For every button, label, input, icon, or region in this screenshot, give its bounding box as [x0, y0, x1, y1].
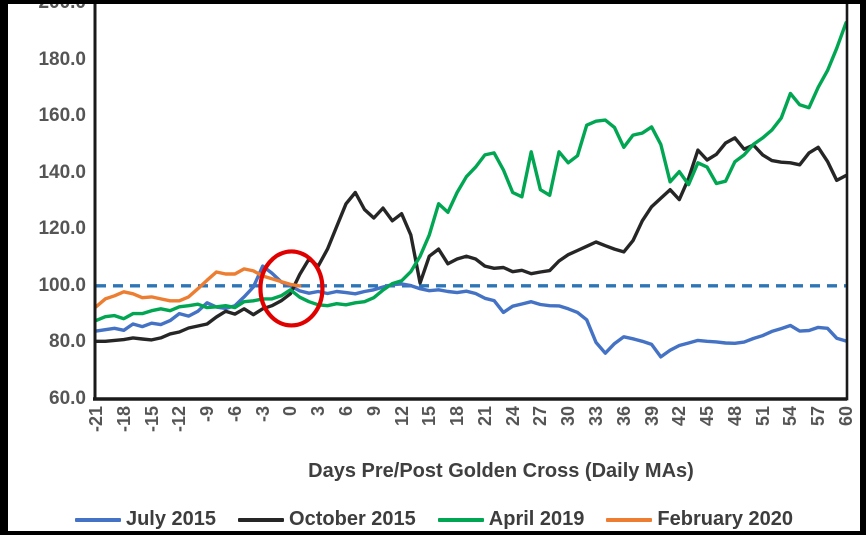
y-axis-tick-label: 160.0 [38, 105, 86, 127]
x-axis-title: Days Pre/Post Golden Cross (Daily MAs) [308, 460, 694, 482]
x-axis-tick-label: 24 [502, 406, 523, 427]
legend-label: July 2015 [125, 508, 217, 530]
legend-item-april-2019: April 2019 [437, 508, 585, 531]
x-axis-tick-label: 30 [558, 406, 579, 427]
legend: July 2015 October 2015 April 2019 February … [8, 508, 860, 531]
x-axis-tick-label: 51 [752, 406, 773, 427]
x-axis-tick-label: 60 [836, 406, 856, 427]
legend-swatch-february-2020 [606, 517, 653, 522]
x-axis-tick-label: -15 [141, 406, 162, 433]
series-line-october-2015 [94, 136, 848, 343]
x-axis-tick-label: -6 [224, 406, 245, 423]
plot-area [93, 4, 849, 401]
x-axis-tick-label: -3 [252, 406, 273, 423]
legend-swatch-july-2015 [74, 517, 121, 522]
x-axis-tick-label: 6 [336, 406, 356, 417]
x-axis-tick-label: 15 [419, 406, 440, 427]
y-axis-tick-label: 140.0 [38, 161, 86, 183]
series-line-february-2020 [94, 267, 302, 309]
x-axis-tick-label: 3 [308, 406, 329, 417]
x-axis-tick-label: 0 [280, 406, 301, 417]
legend-item-july-2015: July 2015 [74, 508, 217, 531]
x-axis-tick-label: 54 [780, 406, 801, 427]
y-axis-tick-label: 60.0 [49, 388, 86, 409]
x-axis-tick-label: 33 [586, 406, 606, 427]
series-line-april-2019 [94, 21, 848, 323]
x-axis-tick-label: -21 [86, 406, 106, 433]
x-axis-tick-label: 12 [391, 406, 412, 427]
x-axis-tick-label: -9 [197, 406, 218, 423]
x-axis-tick-label: 57 [808, 406, 829, 427]
y-axis-tick-label: 120.0 [38, 218, 86, 240]
x-axis-tick-label: 45 [697, 406, 718, 427]
x-axis-tick-label: 21 [474, 406, 495, 427]
x-axis-tick-label: 27 [530, 406, 551, 427]
y-axis-tick-label: 200.0 [38, 0, 86, 13]
x-axis-tick-label: 36 [613, 406, 634, 427]
legend-swatch-october-2015 [238, 517, 285, 522]
legend-label: April 2019 [488, 508, 585, 530]
legend-item-february-2020: February 2020 [606, 508, 793, 531]
legend-item-october-2015: October 2015 [238, 508, 416, 531]
legend-label: October 2015 [289, 508, 416, 530]
legend-swatch-april-2019 [437, 517, 484, 522]
x-axis-tick-label: 9 [363, 406, 384, 417]
plot-border [93, 4, 849, 401]
x-axis-tick-label: 42 [669, 406, 690, 427]
x-axis-tick-label: 18 [447, 406, 468, 427]
x-axis-tick-label: -18 [113, 406, 134, 433]
y-axis-tick-label: 80.0 [49, 331, 86, 353]
golden-cross-circle [258, 249, 325, 328]
y-axis-tick-label: 100.0 [38, 274, 86, 296]
x-axis-tick-label: 39 [641, 406, 662, 427]
x-axis-tick-label: -12 [169, 406, 190, 433]
x-axis-tick-label: 48 [724, 406, 745, 427]
legend-label: February 2020 [657, 508, 794, 530]
y-axis-tick-label: 180.0 [38, 48, 86, 70]
